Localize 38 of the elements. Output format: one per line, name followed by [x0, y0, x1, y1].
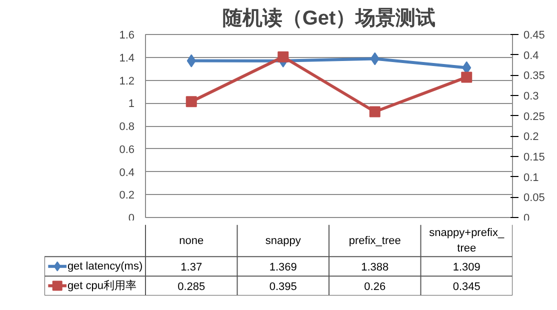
y-tick-label: 0.6: [119, 144, 135, 156]
y2-tick-label: 0.1: [524, 172, 539, 184]
point: [369, 106, 380, 118]
data-label: 0.345: [452, 280, 480, 293]
y-tick-label: 1: [128, 98, 135, 110]
chart-title: 随机读（Get）场景测试: [222, 8, 436, 30]
y2-tick-label: 0.05: [524, 192, 545, 204]
x-tick-label: snappy: [265, 234, 302, 247]
point: [186, 96, 197, 108]
legend-label: get cpu利用率: [67, 278, 137, 292]
y-tick-label: 0.2: [119, 190, 135, 202]
data-label: 0.285: [178, 280, 206, 293]
x-tick-label: prefix_tree: [348, 234, 401, 247]
legend-label: get latency(ms): [67, 260, 143, 272]
x-tick-label: snappy+prefix_tree: [429, 226, 505, 255]
point: [278, 51, 289, 62]
y-tick-label: 0.4: [119, 166, 135, 179]
y2-tick-label: 0.25: [524, 110, 545, 123]
data-label: 1.388: [361, 261, 389, 274]
data-label: 1.369: [269, 261, 297, 274]
y-tick-label: 1.4: [119, 52, 135, 64]
y2-tick-label: 0.15: [524, 152, 545, 164]
y2-tick-label: 0.35: [524, 70, 545, 82]
data-label: 0.26: [364, 280, 386, 293]
point: [186, 54, 196, 68]
y2-tick-label: 0.4: [524, 50, 539, 62]
data-label: 1.309: [452, 261, 480, 274]
y2-tick-label: 0.45: [524, 30, 545, 42]
data-label: 0.395: [269, 280, 297, 293]
data-label: 1.37: [180, 261, 202, 274]
y-tick-label: 0.8: [119, 121, 135, 133]
y2-tick-label: 0.3: [524, 90, 539, 102]
y-tick-label: 1.6: [119, 30, 135, 42]
y2-tick-label: 0.2: [524, 131, 539, 144]
point: [370, 52, 380, 66]
x-tick-label: none: [179, 234, 204, 247]
y-tick-label: 1.2: [119, 75, 135, 88]
point: [461, 72, 472, 83]
